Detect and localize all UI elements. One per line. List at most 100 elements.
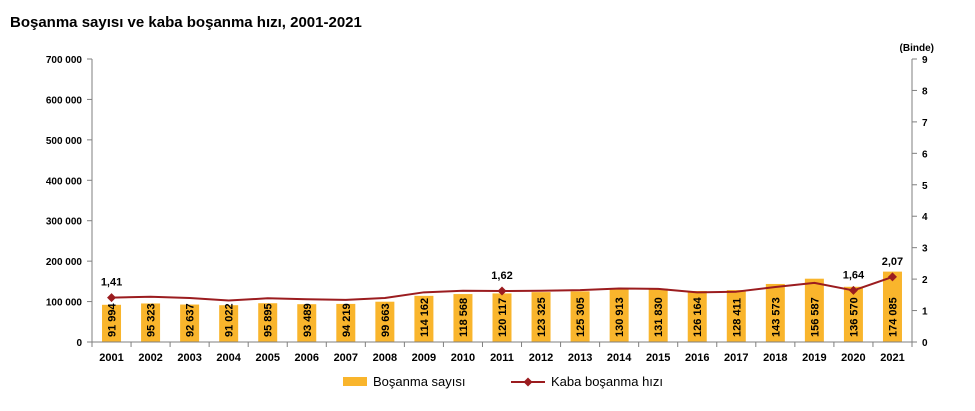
bar-2020	[843, 286, 863, 342]
legend-bar-label: Boşanma sayısı	[373, 374, 466, 389]
y-right-tick-label: 1	[922, 307, 928, 318]
bar-2011	[492, 293, 512, 342]
rate-label-2001: 1,41	[101, 277, 122, 289]
x-tick-label-2012: 2012	[529, 352, 553, 364]
chart-title: Boşanma sayısı ve kaba boşanma hızı, 200…	[10, 14, 362, 31]
bar-value-label-2009: 114 162	[419, 298, 431, 337]
y-left-tick-label: 400 000	[46, 176, 83, 187]
bar-2004	[219, 305, 239, 342]
y-right-tick-label: 6	[922, 149, 928, 160]
bar-value-label-2003: 92 637	[185, 303, 197, 337]
y-right-tick-label: 2	[922, 275, 928, 286]
bar-2005	[258, 303, 278, 342]
rate-label-2011: 1,62	[491, 270, 512, 282]
x-tick-label-2021: 2021	[880, 352, 904, 364]
y-left-tick-label: 700 000	[46, 55, 83, 66]
bar-value-label-2004: 91 022	[224, 303, 236, 337]
bar-2010	[453, 294, 473, 342]
rate-marker-2001	[107, 293, 117, 303]
x-tick-label-2003: 2003	[177, 352, 201, 364]
x-tick-label-2011: 2011	[490, 352, 514, 364]
bar-value-label-2021: 174 085	[887, 297, 899, 337]
bar-2015	[648, 288, 668, 342]
bar-value-label-2005: 95 895	[263, 303, 275, 337]
legend: Boşanma sayısı Kaba boşanma hızı	[343, 374, 663, 389]
bar-2007	[336, 303, 356, 342]
y-left-tick-label: 500 000	[46, 136, 83, 147]
bar-2006	[297, 304, 317, 342]
bar-value-label-2001: 91 994	[107, 302, 119, 337]
legend-line-marker	[523, 377, 533, 387]
bar-2018	[765, 283, 785, 342]
x-tick-label-2010: 2010	[451, 352, 475, 364]
bar-2019	[804, 278, 824, 342]
x-tick-label-2018: 2018	[763, 352, 787, 364]
y-right-tick-label: 7	[922, 118, 928, 129]
axes-layer: 0 100 000 200 000 300 000 400 000 500 000 600 …	[46, 43, 934, 364]
bar-value-label-2016: 126 164	[692, 296, 704, 337]
rate-marker-2020	[848, 285, 858, 295]
y-right-tick-label: 0	[922, 338, 928, 349]
x-tick-label-2016: 2016	[685, 352, 709, 364]
bars-layer	[102, 271, 902, 342]
bar-value-label-2010: 118 568	[458, 298, 470, 337]
rate-label-2020: 1,64	[843, 269, 865, 281]
x-tick-label-2017: 2017	[724, 352, 748, 364]
bar-2012	[531, 292, 551, 342]
y-right-tick-label: 8	[922, 86, 928, 97]
x-tick-label-2009: 2009	[412, 352, 436, 364]
y-left-tick-label: 600 000	[46, 95, 83, 106]
labels-layer: 91 994 95 323 92 637 91 022 95 895 93 489 94 2…	[101, 256, 903, 337]
y-left-tick-label: 100 000	[46, 298, 83, 309]
x-tick-label-2013: 2013	[568, 352, 592, 364]
bar-value-label-2020: 136 570	[848, 297, 860, 337]
x-tick-label-2014: 2014	[607, 352, 632, 364]
bar-value-label-2017: 128 411	[731, 298, 743, 337]
bar-2021	[882, 271, 902, 342]
legend-bar-swatch	[343, 377, 367, 386]
x-tick-label-2007: 2007	[334, 352, 358, 364]
x-tick-label-2008: 2008	[373, 352, 397, 364]
bar-value-label-2006: 93 489	[302, 303, 314, 337]
x-tick-label-2002: 2002	[138, 352, 162, 364]
x-tick-label-2015: 2015	[646, 352, 670, 364]
bar-2009	[414, 295, 434, 342]
bar-2013	[570, 291, 590, 342]
x-tick-label-2001: 2001	[99, 352, 123, 364]
rate-marker-2021	[887, 272, 897, 282]
y-left-tick-label: 200 000	[46, 257, 83, 268]
bar-value-label-2007: 94 219	[341, 303, 353, 337]
y-right-tick-label: 9	[922, 55, 928, 66]
bar-value-label-2019: 156 587	[809, 297, 821, 337]
rate-label-2021: 2,07	[882, 256, 903, 268]
bar-value-label-2012: 123 325	[536, 297, 548, 337]
bar-value-label-2011: 120 117	[497, 298, 509, 337]
bar-2008	[375, 301, 395, 342]
bar-value-label-2015: 131 830	[653, 297, 665, 337]
bar-2017	[726, 290, 746, 342]
bar-value-label-2013: 125 305	[575, 297, 587, 337]
y-left-tick-label: 300 000	[46, 217, 83, 228]
bar-2001	[102, 304, 122, 342]
y-right-tick-label: 5	[922, 181, 928, 192]
bar-value-label-2002: 95 323	[146, 303, 158, 337]
x-tick-label-2005: 2005	[255, 352, 279, 364]
y-right-tick-label: 3	[922, 244, 928, 255]
y-right-tick-label: 4	[922, 212, 928, 223]
bar-value-label-2014: 130 913	[614, 297, 626, 337]
x-tick-label-2020: 2020	[841, 352, 865, 364]
rate-marker-2011	[497, 286, 507, 296]
bar-2003	[180, 304, 200, 342]
bar-value-label-2018: 143 573	[770, 297, 782, 337]
legend-line-label: Kaba boşanma hızı	[551, 374, 663, 389]
x-tick-label-2019: 2019	[802, 352, 826, 364]
x-tick-label-2004: 2004	[216, 352, 241, 364]
line-layer	[107, 272, 897, 303]
bar-2016	[687, 290, 707, 342]
bar-2002	[141, 303, 161, 342]
y-right-axis-label: (Binde)	[900, 43, 934, 54]
bar-value-label-2008: 99 663	[380, 303, 392, 337]
bar-2014	[609, 289, 629, 342]
x-tick-label-2006: 2006	[295, 352, 319, 364]
